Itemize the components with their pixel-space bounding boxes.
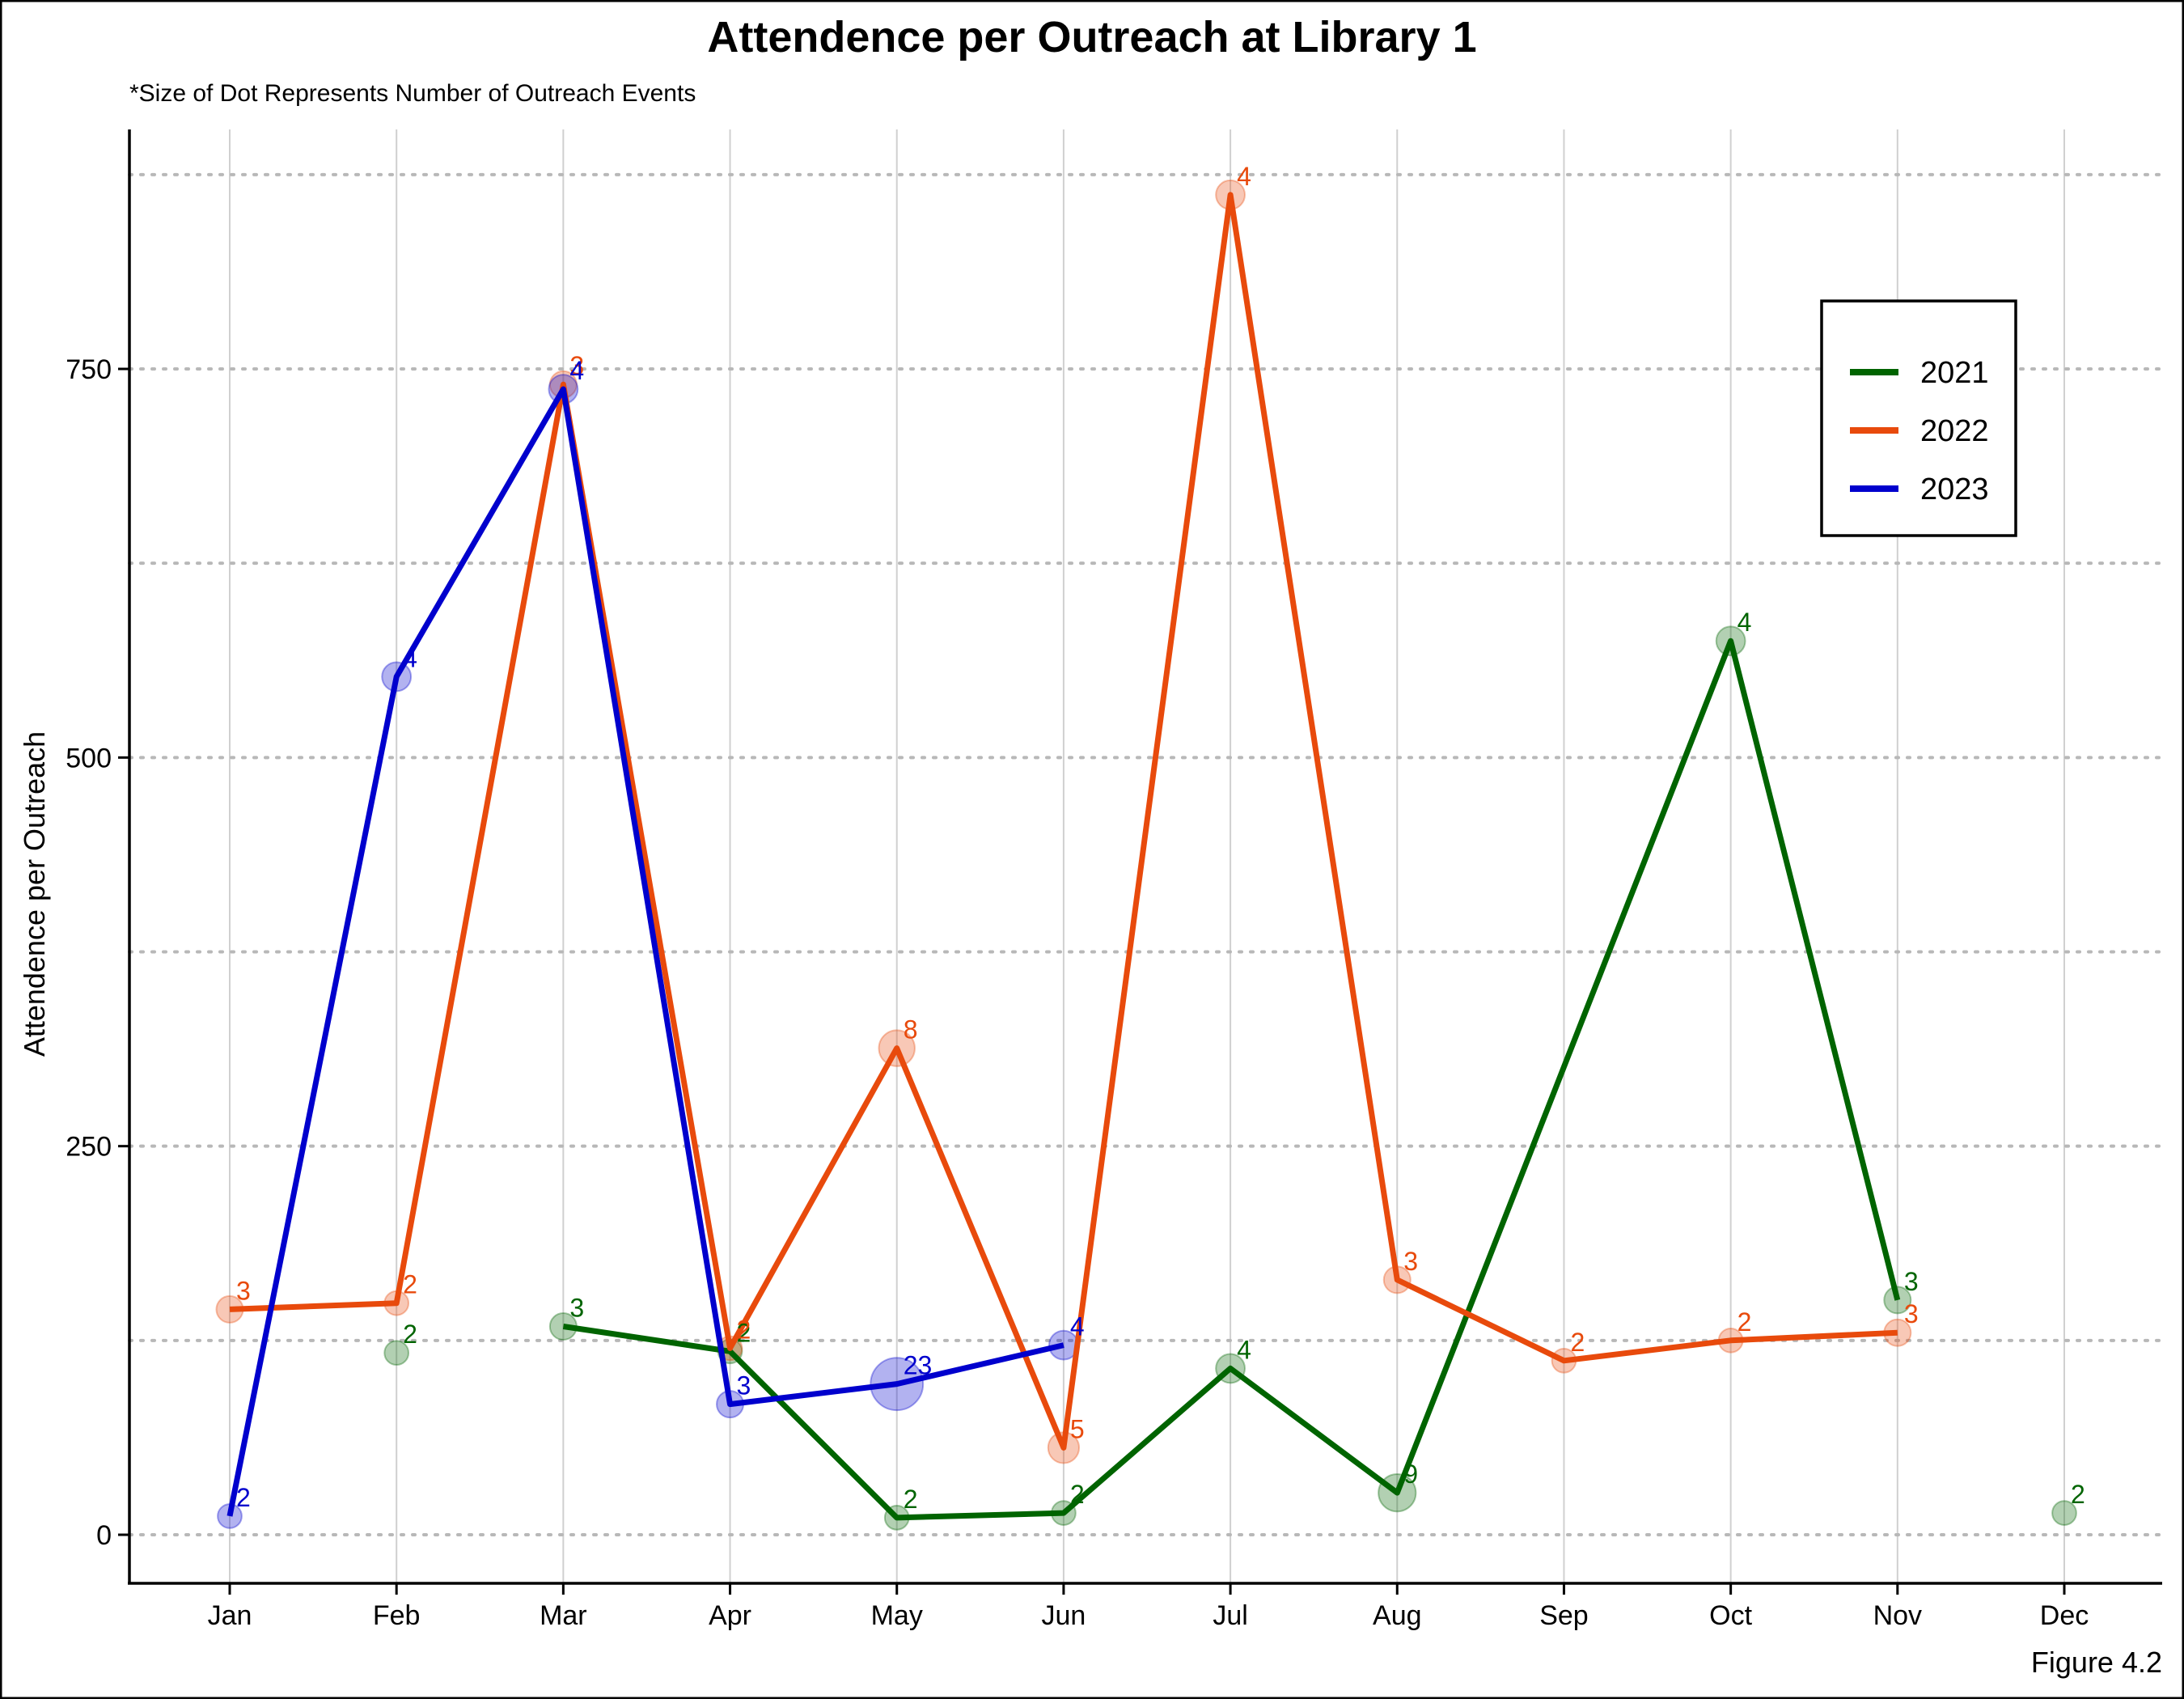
chart-subtitle: *Size of Dot Represents Number of Outrea… — [129, 80, 696, 107]
event-count-label-2021-dec: 2 — [2071, 1480, 2085, 1509]
series-2022-line-0 — [229, 192, 1898, 1451]
y-tick-label-750: 750 — [66, 354, 112, 385]
event-count-label-2021-nov: 3 — [1904, 1267, 1919, 1296]
event-count-label-2022-feb: 2 — [403, 1270, 417, 1299]
series-2023-line-0 — [226, 386, 1064, 1517]
y-tick-label-500: 500 — [66, 743, 112, 773]
legend: 2021 2022 2023 — [1820, 299, 2017, 537]
series-2022-line-group — [229, 192, 1898, 1451]
x-tick-label-dec: Dec — [2040, 1600, 2089, 1631]
x-tick-label-may: May — [871, 1600, 923, 1631]
legend-label-2021: 2021 — [1920, 356, 1989, 390]
point-2021-feb — [383, 1340, 410, 1366]
event-count-label-2021-jun: 2 — [1070, 1480, 1085, 1509]
x-tick-label-sep: Sep — [1539, 1600, 1589, 1631]
series-2021-line-group — [562, 638, 1901, 1521]
event-count-label-2022-mar: 3 — [569, 351, 584, 380]
event-count-label-2021-apr: 2 — [737, 1318, 751, 1347]
x-tick-label-jul: Jul — [1213, 1600, 1247, 1631]
event-count-label-2022-nov: 3 — [1904, 1299, 1919, 1328]
event-count-label-2023-apr: 3 — [737, 1371, 751, 1400]
x-tick-label-mar: Mar — [540, 1600, 587, 1631]
legend-box — [1820, 299, 2017, 537]
figure-caption: Figure 4.2 — [2031, 1646, 2162, 1679]
axes: Jan Feb Mar Apr May Jun Jul Aug Sep Oct Nov Dec0250… — [66, 129, 2162, 1631]
event-count-label-2021-feb: 2 — [403, 1320, 417, 1349]
event-count-label-2021-jul: 4 — [1237, 1335, 1251, 1364]
event-count-label-2023-may: 23 — [904, 1351, 933, 1380]
legend-label-2022: 2022 — [1920, 414, 1989, 448]
event-count-label-2022-jul: 4 — [1237, 162, 1251, 191]
event-count-label-2021-may: 2 — [904, 1485, 918, 1514]
event-count-label-2023-jun: 4 — [1070, 1312, 1085, 1341]
x-tick-label-feb: Feb — [373, 1600, 421, 1631]
event-count-label-2023-jan: 2 — [236, 1483, 251, 1512]
series-2021-line-0 — [562, 638, 1901, 1521]
event-count-label-2022-sep: 2 — [1570, 1328, 1585, 1357]
y-axis-label: Attendence per Outreach — [18, 731, 51, 1057]
event-count-label-2022-jun: 5 — [1070, 1414, 1085, 1443]
y-tick-label-250: 250 — [66, 1132, 112, 1163]
x-tick-label-apr: Apr — [709, 1600, 751, 1631]
event-count-label-2022-apr: 2 — [737, 1315, 751, 1344]
x-tick-label-jun: Jun — [1041, 1600, 1086, 1631]
point-2021-dec — [2051, 1500, 2077, 1526]
event-count-label-2021-mar: 3 — [569, 1294, 584, 1323]
event-count-label-2022-jan: 3 — [236, 1276, 251, 1305]
event-count-label-2022-may: 8 — [904, 1015, 918, 1044]
chart-title: Attendence per Outreach at Library 1 — [707, 13, 1476, 61]
y-tick-label-0: 0 — [96, 1520, 112, 1551]
series-2023-line-group — [226, 386, 1064, 1517]
event-count-label-2022-aug: 3 — [1403, 1247, 1418, 1276]
event-count-label-2021-aug: 9 — [1403, 1460, 1418, 1489]
legend-label-2023: 2023 — [1920, 472, 1989, 506]
event-count-label-2021-oct: 4 — [1737, 608, 1752, 637]
event-count-label-2023-feb: 4 — [403, 643, 417, 672]
x-tick-label-aug: Aug — [1373, 1600, 1422, 1631]
x-tick-label-jan: Jan — [208, 1600, 252, 1631]
event-count-label-2023-mar: 4 — [569, 356, 584, 385]
x-tick-label-oct: Oct — [1709, 1600, 1752, 1631]
x-tick-label-nov: Nov — [1873, 1600, 1922, 1631]
event-count-label-2022-oct: 2 — [1737, 1307, 1752, 1337]
